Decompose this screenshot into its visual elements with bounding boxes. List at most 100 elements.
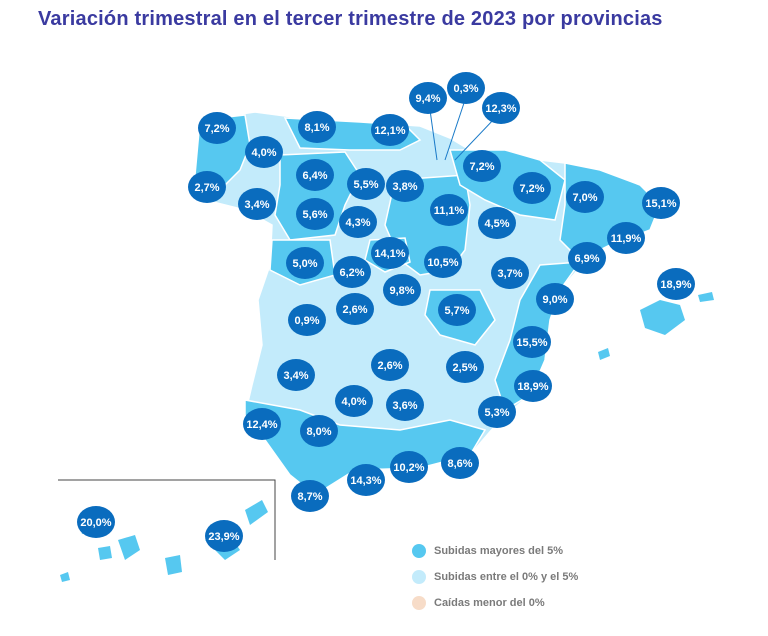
province-badge-circle [386, 170, 424, 202]
province-badge: 8,7% [291, 480, 329, 512]
legend-item-high: Subidas mayores del 5% [412, 538, 578, 564]
province-badge-circle [513, 326, 551, 358]
province-badge: 4,3% [339, 206, 377, 238]
province-badge-circle [446, 351, 484, 383]
province-value-label: 8,1% [304, 122, 329, 134]
province-badge-circle [642, 187, 680, 219]
province-badge-circle [198, 112, 236, 144]
province-badge: 10,2% [390, 451, 428, 483]
province-badge-circle [386, 389, 424, 421]
province-badge-circle [298, 111, 336, 143]
province-badge-circle [536, 283, 574, 315]
province-value-label: 4,0% [341, 396, 366, 408]
province-badge: 6,4% [296, 159, 334, 191]
callout-line-1 [429, 109, 438, 161]
province-badge: 4,0% [245, 136, 283, 168]
province-badge-circle [296, 198, 334, 230]
province-value-label: 4,3% [345, 217, 370, 229]
canary-island-4 [165, 555, 182, 575]
province-badge: 10,5% [424, 246, 462, 278]
province-badge: 5,5% [347, 168, 385, 200]
province-badge: 3,4% [277, 359, 315, 391]
province-value-label: 0,3% [453, 83, 478, 95]
province-value-label: 7,2% [469, 161, 494, 173]
province-badge: 5,0% [286, 247, 324, 279]
province-badge: 4,5% [478, 207, 516, 239]
province-badge-circle [441, 447, 479, 479]
province-badge: 7,2% [198, 112, 236, 144]
legend-swatch-mid [412, 570, 426, 584]
province-badge: 8,6% [441, 447, 479, 479]
province-badge: 7,2% [513, 172, 551, 204]
province-badge: 18,9% [514, 370, 552, 402]
province-badge-circle [347, 464, 385, 496]
province-badge: 18,9% [657, 268, 695, 300]
legend-swatch-high [412, 544, 426, 558]
province-badge-circle [371, 237, 409, 269]
province-value-label: 6,2% [339, 267, 364, 279]
province-value-label: 20,0% [80, 517, 111, 529]
canary-island-2 [98, 546, 112, 560]
province-value-label: 4,0% [251, 147, 276, 159]
province-value-label: 8,7% [297, 491, 322, 503]
province-value-label: 14,1% [374, 248, 405, 260]
province-badge-circle [286, 247, 324, 279]
province-badge-circle [430, 194, 468, 226]
province-badge: 2,5% [446, 351, 484, 383]
legend-label-high: Subidas mayores del 5% [434, 545, 563, 557]
map-title: Variación trimestral en el tercer trimes… [38, 8, 663, 30]
province-value-label: 9,0% [542, 294, 567, 306]
province-badge-circle [383, 274, 421, 306]
province-value-label: 5,3% [484, 407, 509, 419]
province-badge: 9,4% [409, 82, 447, 114]
province-badge-circle [245, 136, 283, 168]
province-badge-circle [491, 257, 529, 289]
province-value-label: 11,9% [611, 233, 642, 245]
legend-swatch-negative [412, 596, 426, 610]
province-value-label: 14,3% [350, 475, 381, 487]
province-value-label: 18,9% [517, 381, 548, 393]
province-badge-circle [288, 304, 326, 336]
province-value-label: 7,2% [519, 183, 544, 195]
province-badge-circle [478, 207, 516, 239]
province-badge-circle [333, 256, 371, 288]
province-value-label: 12,1% [374, 125, 405, 137]
province-badge: 5,3% [478, 396, 516, 428]
province-badge: 15,1% [642, 187, 680, 219]
province-value-label: 18,9% [660, 279, 691, 291]
province-value-label: 8,0% [306, 426, 331, 438]
province-value-label: 3,7% [497, 268, 522, 280]
province-value-label: 12,3% [485, 103, 516, 115]
province-badge-circle [657, 268, 695, 300]
province-value-label: 5,5% [353, 179, 378, 191]
province-badge: 7,2% [463, 150, 501, 182]
province-badge: 2,6% [371, 349, 409, 381]
province-value-label: 11,1% [434, 205, 465, 217]
canary-island-6 [245, 500, 268, 525]
province-badge: 20,0% [77, 506, 115, 538]
province-badge-circle [238, 188, 276, 220]
province-badge-circle [390, 451, 428, 483]
province-badge: 9,8% [383, 274, 421, 306]
province-badge: 14,1% [371, 237, 409, 269]
province-value-label: 7,2% [204, 123, 229, 135]
province-badge-circle [371, 114, 409, 146]
legend-item-negative: Caídas menor del 0% [412, 590, 578, 616]
province-badge-circle [371, 349, 409, 381]
province-badge: 8,0% [300, 415, 338, 447]
province-value-label: 0,9% [294, 315, 319, 327]
province-badge-circle [205, 520, 243, 552]
province-value-label: 5,0% [292, 258, 317, 270]
province-badge: 9,0% [536, 283, 574, 315]
province-badge-circle [347, 168, 385, 200]
canary-inset-frame [58, 479, 276, 560]
province-badge: 15,5% [513, 326, 551, 358]
map-regions [58, 99, 714, 582]
province-value-label: 5,6% [302, 209, 327, 221]
province-badge: 3,7% [491, 257, 529, 289]
province-value-label: 15,1% [645, 198, 676, 210]
province-value-label: 2,6% [342, 304, 367, 316]
province-badge-circle [336, 293, 374, 325]
province-badge: 12,3% [482, 92, 520, 124]
province-badge: 8,1% [298, 111, 336, 143]
